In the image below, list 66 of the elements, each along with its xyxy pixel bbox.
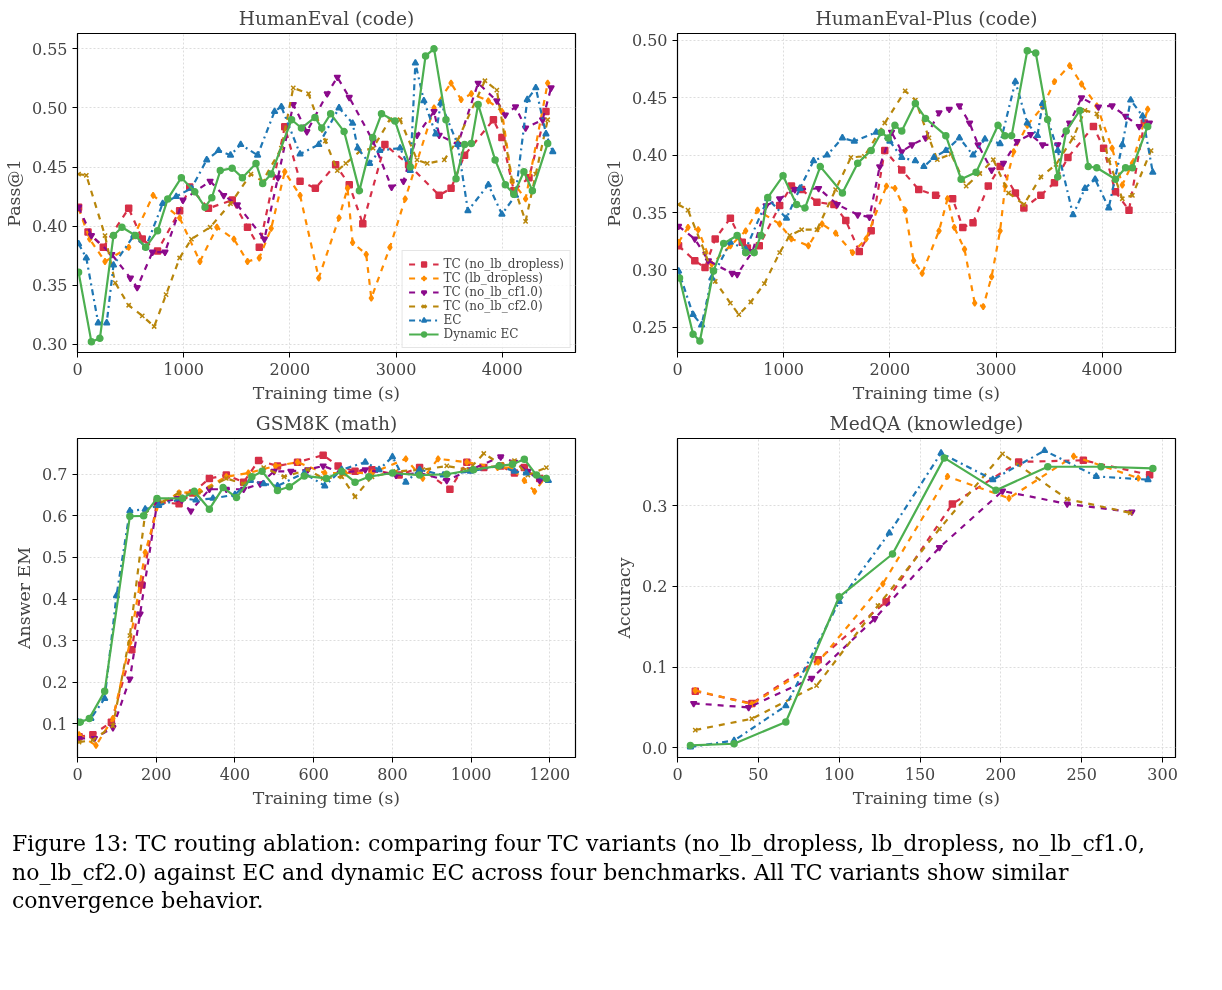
y-tick-label: 0.4 [42,590,68,610]
x-tick-label: 0 [72,764,83,784]
y-tick-label: 0.50 [631,31,668,51]
x-tick-label: 1200 [529,764,571,784]
y-tick-label: 0.35 [631,203,668,223]
caption: Figure 13: TC routing ablation: comparing four TC variants (no_lb_dropless, lb_dropless, no_lb_cf1.0, no_lb_cf2.0) against EC and dynamic EC across four benchmarks. All TC variants show similar convergence behavior. [12,830,1146,916]
x-tick-label: 0 [672,764,683,784]
x-tick-label: 1000 [163,359,205,379]
x-tick-label: 150 [904,764,936,784]
y-tick-label: 0.55 [31,39,68,59]
y-tick-label: 0.30 [31,335,68,355]
legend-label: TC (no_lb_cf1.0) [443,285,543,299]
x-tick-label: 2000 [269,359,311,379]
y-tick-label: 0.40 [31,217,68,237]
x-tick-label: 400 [219,764,251,784]
legend-label: EC [443,313,463,327]
y-tick-label: 0.1 [42,714,68,734]
y-tick-label: 0.45 [631,88,668,108]
y-tick-label: 0.25 [631,318,668,338]
x-axis-title: Training time (s) [252,382,401,403]
x-tick-label: 300 [1147,764,1178,784]
x-tick-label: 3000 [975,359,1017,379]
y-tick-label: 0.1 [642,658,668,678]
x-tick-label: 3000 [375,359,417,379]
x-axis-title: Training time (s) [852,382,1001,403]
chart-title: GSM8K (math) [255,412,398,434]
y-tick-label: 0.2 [642,577,668,597]
x-tick-label: 200 [985,764,1017,784]
x-tick-label: 4000 [1081,359,1123,379]
legend-label: TC (no_lb_dropless) [443,257,564,271]
x-axis-title: Training time (s) [252,787,401,808]
y-tick-label: 0.7 [42,465,68,485]
y-tick-label: 0.35 [31,276,68,296]
y-tick-label: 0.40 [631,146,668,166]
y-tick-label: 0.5 [42,548,68,568]
x-tick-label: 800 [377,764,408,784]
x-tick-label: 2000 [869,359,911,379]
x-tick-label: 1000 [450,764,492,784]
y-tick-label: 0.50 [31,98,68,118]
chart-title: HumanEval-Plus (code) [815,7,1038,29]
x-tick-label: 600 [298,764,329,784]
x-tick-label: 0 [672,359,683,379]
y-axis-title: Pass@1 [603,159,624,227]
x-tick-label: 4000 [481,359,523,379]
y-axis-title: Pass@1 [3,159,24,227]
chart-title: MedQA (knowledge) [829,412,1024,434]
x-tick-label: 100 [823,764,855,784]
y-tick-label: 0.3 [42,631,68,651]
x-axis-title: Training time (s) [852,787,1001,808]
legend-label: TC (lb_dropless) [443,271,544,285]
y-tick-label: 0.30 [631,260,668,280]
y-tick-label: 0.3 [642,496,668,516]
x-tick-label: 50 [748,764,769,784]
x-tick-label: 200 [140,764,172,784]
y-tick-label: 0.6 [42,506,68,526]
legend-label: Dynamic EC [443,327,519,341]
y-axis-title: Answer EM [14,547,35,650]
x-tick-label: 250 [1066,764,1097,784]
legend-label: TC (no_lb_cf2.0) [443,299,543,313]
x-tick-label: 0 [72,359,83,379]
y-axis-title: Accuracy [614,557,635,640]
x-tick-label: 1000 [763,359,805,379]
chart-title: HumanEval (code) [238,7,415,29]
y-tick-label: 0.0 [642,738,668,758]
y-tick-label: 0.45 [31,158,68,178]
y-tick-label: 0.2 [42,673,68,693]
